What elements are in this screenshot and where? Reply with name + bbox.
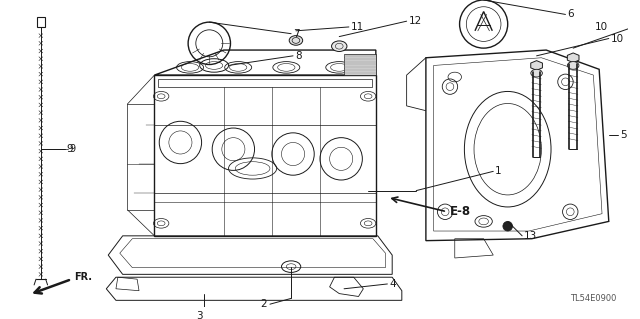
Text: 4: 4 — [389, 279, 396, 289]
Text: 8: 8 — [295, 51, 301, 61]
Text: 7: 7 — [293, 29, 300, 39]
Text: 9: 9 — [70, 144, 76, 154]
Ellipse shape — [332, 41, 347, 51]
Text: 10: 10 — [595, 22, 607, 32]
Text: 12: 12 — [408, 16, 422, 26]
Text: 9: 9 — [67, 144, 74, 154]
Ellipse shape — [289, 36, 303, 45]
Polygon shape — [344, 54, 376, 75]
Text: 2: 2 — [260, 299, 267, 309]
Text: 6: 6 — [568, 10, 574, 19]
Polygon shape — [531, 61, 543, 70]
Ellipse shape — [568, 62, 579, 69]
Text: E-8: E-8 — [450, 205, 471, 218]
Text: FR.: FR. — [74, 272, 93, 282]
Ellipse shape — [531, 69, 542, 77]
Text: 1: 1 — [495, 166, 502, 176]
Polygon shape — [567, 53, 579, 63]
Text: 11: 11 — [351, 22, 364, 32]
Text: 3: 3 — [196, 311, 203, 319]
Text: 10: 10 — [611, 33, 624, 43]
Text: 5: 5 — [620, 130, 627, 140]
Text: TL54E0900: TL54E0900 — [570, 294, 617, 303]
Circle shape — [503, 221, 513, 231]
Text: 13: 13 — [524, 231, 538, 241]
